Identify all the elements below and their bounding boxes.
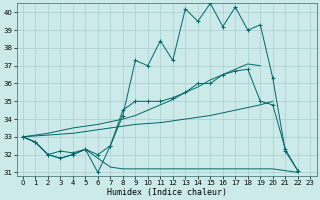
X-axis label: Humidex (Indice chaleur): Humidex (Indice chaleur)	[107, 188, 227, 197]
